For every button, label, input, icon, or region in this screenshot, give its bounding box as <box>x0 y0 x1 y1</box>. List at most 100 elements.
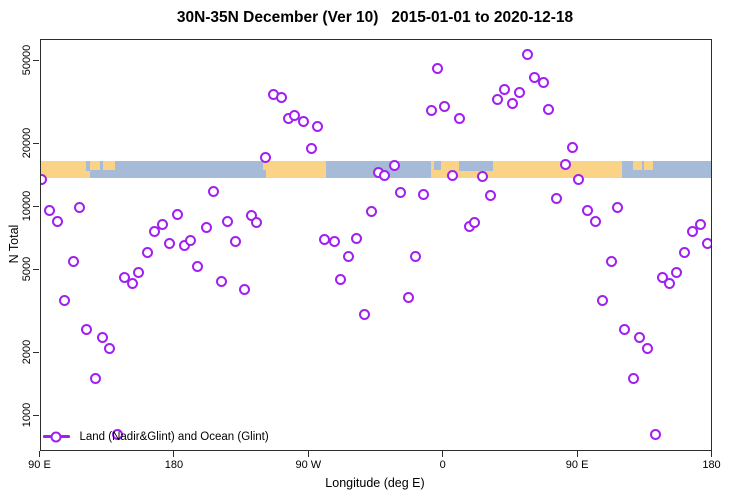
data-point <box>51 216 63 228</box>
data-point <box>656 271 668 283</box>
data-point <box>379 169 391 181</box>
data-point <box>664 277 676 289</box>
x-tick-label: 90 E <box>565 458 589 471</box>
data-point <box>431 63 443 75</box>
y-tick-mark <box>33 414 39 416</box>
data-point <box>239 284 251 296</box>
y-tick-label: 1000 <box>21 403 33 428</box>
data-point <box>275 92 287 104</box>
legend-line <box>42 431 70 442</box>
data-point <box>454 112 466 124</box>
y-tick-mark <box>33 205 39 207</box>
x-tick-label: 90 W <box>295 458 322 471</box>
data-point <box>543 104 555 116</box>
data-point <box>469 217 481 229</box>
x-tick-label: 90 E <box>28 458 51 471</box>
data-point <box>39 174 47 186</box>
data-point <box>126 277 138 289</box>
data-point <box>394 186 406 198</box>
data-point <box>611 201 623 213</box>
data-point <box>596 294 608 306</box>
data-point <box>551 193 563 205</box>
data-point <box>426 105 437 117</box>
map-band-land-north <box>102 160 115 171</box>
map-band-land <box>39 160 86 179</box>
data-point <box>184 235 196 246</box>
data-point <box>163 237 175 249</box>
data-point <box>119 271 131 283</box>
data-point <box>207 185 219 197</box>
y-tick-label: 10000 <box>21 191 33 222</box>
map-band-land-north <box>262 160 267 171</box>
data-point <box>260 151 272 163</box>
data-point <box>59 294 71 306</box>
x-tick-mark <box>442 451 444 457</box>
data-point <box>311 120 323 132</box>
data-point <box>222 215 234 227</box>
y-tick-mark <box>33 59 39 61</box>
y-tick-label: 2000 <box>21 340 33 365</box>
map-band-land <box>493 160 622 179</box>
map-band-land <box>266 160 326 179</box>
map-band-land-south <box>459 170 494 179</box>
x-axis-title: Longitude (deg E) <box>325 476 425 490</box>
data-point <box>650 429 661 441</box>
data-point <box>618 323 630 335</box>
data-point <box>44 204 56 216</box>
map-band-ocean-north <box>433 160 442 170</box>
data-point <box>229 235 241 247</box>
x-tick-mark <box>173 451 175 457</box>
legend: Land (Nadir&Glint) and Ocean (Glint) <box>42 429 269 445</box>
data-point <box>417 188 429 200</box>
data-point <box>329 235 341 247</box>
x-tick-mark <box>710 451 713 457</box>
data-point <box>358 309 370 321</box>
data-point <box>335 273 347 285</box>
data-point <box>477 170 489 182</box>
data-point <box>201 221 213 233</box>
data-point <box>492 94 504 106</box>
data-point <box>605 255 617 267</box>
data-point <box>521 49 533 61</box>
x-tick-label: 180 <box>702 458 721 471</box>
data-point <box>141 246 153 258</box>
data-point <box>559 158 571 170</box>
data-point <box>192 261 204 273</box>
data-point <box>402 291 414 303</box>
x-tick-label: 180 <box>164 458 184 471</box>
data-point <box>641 342 653 354</box>
map-band-land-north <box>633 160 643 171</box>
open-circle-marker-icon <box>50 431 62 442</box>
data-point <box>365 205 377 217</box>
map-band-land-north <box>89 160 100 171</box>
data-point <box>251 217 263 229</box>
data-point <box>171 209 183 221</box>
y-tick-label: 20000 <box>21 128 33 159</box>
data-point <box>634 331 646 343</box>
data-point <box>68 255 80 267</box>
plot-frame: Land (Nadir&Glint) and Ocean (Glint) 90 … <box>21 38 721 471</box>
data-point <box>133 267 145 279</box>
data-point <box>90 372 101 384</box>
data-point <box>573 174 585 186</box>
data-point <box>679 246 691 258</box>
data-point <box>686 226 698 238</box>
map-band-land-south <box>85 170 90 179</box>
x-tick-mark <box>38 451 41 457</box>
x-tick-mark <box>576 451 578 457</box>
data-point <box>567 141 579 153</box>
data-point <box>216 276 228 288</box>
data-point <box>104 342 116 354</box>
data-point <box>627 372 639 384</box>
y-tick-label: 5000 <box>21 256 33 282</box>
data-point <box>112 429 124 441</box>
x-tick-mark <box>307 451 309 457</box>
data-point <box>694 218 706 230</box>
data-point <box>148 226 160 238</box>
data-point <box>342 250 354 262</box>
data-point <box>582 204 594 216</box>
legend-label: Land (Nadir&Glint) and Ocean (Glint) <box>79 430 269 443</box>
data-point <box>289 109 301 121</box>
data-point <box>701 237 712 249</box>
